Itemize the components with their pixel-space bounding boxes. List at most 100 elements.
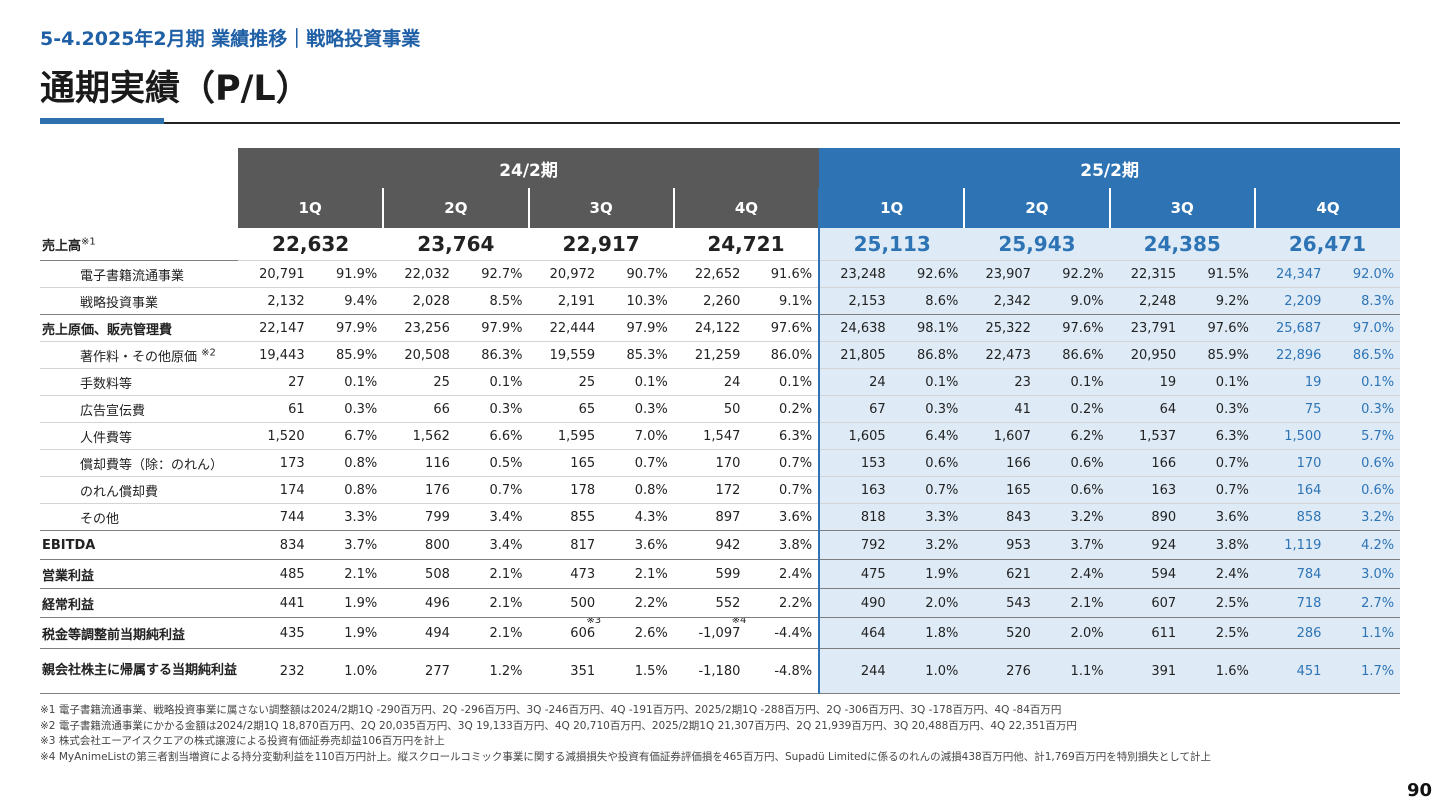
amount-cell: 276 [964,648,1037,694]
ratio-cell: 0.3% [1327,395,1401,423]
amount-cell: 232 [238,648,311,694]
ratio-cell: 0.2% [746,395,820,423]
amount-cell: 834 [238,530,311,560]
amount-cell: 744 [238,503,311,531]
amount-cell: 24,638 [818,314,892,342]
amount-cell: 817 [528,530,602,560]
amount-cell: 1,562 [383,422,456,450]
ratio-cell: 1.1% [1327,617,1401,649]
table-row: のれん償却費 174 0.8% 176 0.7% 178 0.8% 172 0.7% 163 0.7… [40,476,1401,504]
ratio-cell: 0.1% [1182,368,1255,396]
amount-cell: 552 [673,588,747,618]
row-label: 広告宣伝費 [40,395,238,423]
ratio-cell: 85.3% [601,341,674,369]
amount-cell: 391 [1109,648,1183,694]
quarter-header: 4Q [672,188,820,228]
ratio-cell: 3.8% [746,530,820,560]
amount-cell: 20,508 [383,341,456,369]
amount-cell: 22,032 [383,260,456,288]
sales-value: 24,385 [1109,228,1255,261]
ratio-cell: 85.9% [310,341,384,369]
ratio-cell: 0.3% [891,395,965,423]
row-label: EBITDA [40,530,238,560]
amount-cell: 19,443 [238,341,311,369]
ratio-cell: 1.1% [1036,648,1110,694]
quarter-header: 2Q [382,188,529,228]
amount-cell: 858 [1254,503,1328,531]
ratio-cell: 2.5% [1182,588,1255,618]
ratio-cell: 3.0% [1327,559,1401,589]
ratio-cell: 2.0% [891,588,965,618]
ratio-cell: 0.5% [455,449,529,477]
amount-cell: 165 [964,476,1037,504]
amount-cell: 718 [1254,588,1328,618]
row-label: 売上原価、販売管理費 [40,314,238,342]
amount-cell: 1,547 [673,422,747,450]
ratio-cell: 8.6% [891,287,965,315]
sales-value: 25,943 [964,228,1110,261]
amount-cell: 594 [1109,559,1183,589]
quarter-header: 3Q [527,188,674,228]
ratio-cell: 0.6% [1036,449,1110,477]
table-row: 償却費等（除：のれん） 173 0.8% 116 0.5% 165 0.7% 170 0.7% 1… [40,449,1401,477]
ratio-cell: 4.2% [1327,530,1401,560]
amount-cell: 897 [673,503,747,531]
amount-cell: 924 [1109,530,1183,560]
amount-cell: 19 [1254,368,1328,396]
row-label: 営業利益 [40,559,238,589]
amount-cell: 23,907 [964,260,1037,288]
amount-cell: 24,122 [673,314,747,342]
ratio-cell: 1.7% [1327,648,1401,694]
period-header-24: 24/2期 [238,148,820,188]
ratio-cell: 1.9% [891,559,965,589]
ratio-cell: 86.6% [1036,341,1110,369]
ratio-cell: 86.8% [891,341,965,369]
ratio-cell: 0.7% [1182,449,1255,477]
ratio-cell: 3.4% [455,503,529,531]
amount-cell: 64 [1109,395,1183,423]
amount-cell: 621 [964,559,1037,589]
table-row: 営業利益 485 2.1% 508 2.1% 473 2.1% 599 2.4% 475 1.9% 6… [40,559,1401,589]
footnote-mark: ※3 [586,617,602,626]
ratio-cell: 2.4% [746,559,820,589]
page-number: 90 [1406,780,1432,801]
ratio-cell: 3.3% [310,503,384,531]
amount-cell: 2,342 [964,287,1037,315]
ratio-cell: 0.1% [746,368,820,396]
row-label: 著作料・その他原価 ※2 [40,341,238,369]
ratio-cell: 2.2% [601,588,674,618]
amount-cell: 500 [528,588,602,618]
amount-cell: 818 [818,503,892,531]
amount-cell: 22,652 [673,260,747,288]
table-row: 売上原価、販売管理費 22,147 97.9% 23,256 97.9% 22,444 97… [40,314,1401,342]
ratio-cell: 97.6% [1036,314,1110,342]
amount-cell: 166 [1109,449,1183,477]
amount-cell: 22,315 [1109,260,1183,288]
amount-cell: 25,687 [1254,314,1328,342]
table-row: 戦略投資事業 2,132 9.4% 2,028 8.5% 2,191 10.3% 2,260 9… [40,287,1401,315]
row-label: その他 [40,503,238,531]
amount-cell: 1,607 [964,422,1037,450]
amount-cell: 543 [964,588,1037,618]
ratio-cell: 6.4% [891,422,965,450]
ratio-cell: 1.5% [601,648,674,694]
sales-value: 22,632 [238,228,384,261]
ratio-cell: 0.7% [746,476,820,504]
amount-cell: 19 [1109,368,1183,396]
ratio-cell: 9.0% [1036,287,1110,315]
ratio-cell: 2.1% [455,559,529,589]
amount-cell: 441 [238,588,311,618]
ratio-cell: 86.3% [455,341,529,369]
row-label: 税金等調整前当期純利益 [40,617,238,649]
row-label: 償却費等（除：のれん） [40,449,238,477]
amount-cell: 351 [528,648,602,694]
ratio-cell: 0.1% [1327,368,1401,396]
ratio-cell: 0.1% [601,368,674,396]
ratio-cell: 0.8% [310,449,384,477]
ratio-cell: 0.6% [1327,449,1401,477]
footnote-mark: ※4 [731,617,747,626]
table-row: 経常利益 441 1.9% 496 2.1% 500 2.2% 552 2.2% 490 2.0% 5… [40,588,1401,618]
ratio-cell: 85.9% [1182,341,1255,369]
amount-cell: 2,153 [818,287,892,315]
ratio-cell: 0.7% [746,449,820,477]
